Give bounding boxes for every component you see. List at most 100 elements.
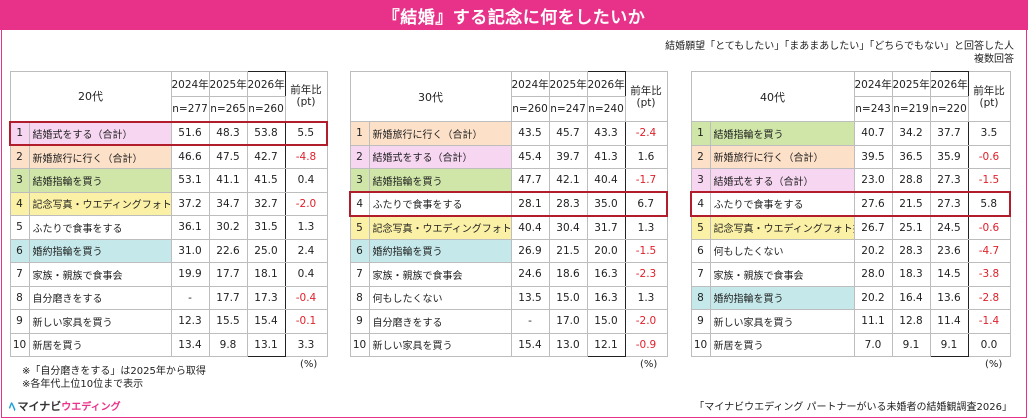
value-2026-cell: 13.1 <box>246 332 286 357</box>
item-cell: 婚約指輪を買う <box>709 285 855 310</box>
table-row: 8 何もしたくない 13.5 15.0 16.3 1.3 <box>349 285 668 310</box>
value-2026-cell: 13.6 <box>929 285 969 310</box>
value-2024-cell: 20.2 <box>853 238 893 263</box>
item-cell: 何もしたくない <box>368 285 512 310</box>
value-2024-cell: 23.0 <box>853 168 893 193</box>
value-2024-cell: 40.7 <box>853 121 893 146</box>
value-2024-cell: 53.1 <box>170 168 210 193</box>
rank-cell: 6 <box>690 238 711 263</box>
item-cell: 自分磨きをする <box>368 309 512 334</box>
table-row: 1 結婚式をする（合計） 51.6 48.3 53.8 5.5 <box>9 120 328 146</box>
value-2025-cell: 21.5 <box>891 191 931 217</box>
value-2025-cell: 34.2 <box>891 121 931 146</box>
rank-cell: 1 <box>9 120 30 146</box>
item-cell: 新婚旅行に行く（合計） <box>709 144 855 169</box>
age-group-header: 40代 <box>690 71 855 122</box>
rank-cell: 10 <box>690 332 711 357</box>
value-2026-cell: 35.9 <box>929 144 969 169</box>
sample-size-2024: n=277 <box>170 96 210 122</box>
sample-size-2025: n=219 <box>891 96 931 122</box>
rank-cell: 4 <box>349 191 370 217</box>
sample-size-2024: n=243 <box>853 96 893 122</box>
value-2026-cell: 53.8 <box>246 120 286 146</box>
value-2026-cell: 20.0 <box>586 238 626 263</box>
item-cell: 記念写真・ウエディングフォト撮影 <box>368 215 512 240</box>
rank-cell: 5 <box>690 215 711 240</box>
change-cell: -1.7 <box>624 168 668 193</box>
value-2025-cell: 15.5 <box>208 309 248 334</box>
value-2024-cell: 26.7 <box>853 215 893 240</box>
rank-cell: 3 <box>9 168 30 193</box>
value-2026-cell: 11.4 <box>929 309 969 334</box>
change-cell: 1.3 <box>624 285 668 310</box>
rank-cell: 9 <box>9 309 30 334</box>
rank-cell: 1 <box>690 121 711 146</box>
sample-size-2026: n=260 <box>246 96 286 122</box>
table-row: 6 婚約指輪を買う 31.0 22.6 25.0 2.4 <box>9 238 328 263</box>
rank-cell: 6 <box>349 238 370 263</box>
value-2024-cell: - <box>170 285 210 310</box>
change-cell: 1.3 <box>624 215 668 240</box>
table-row: 1 結婚指輪を買う 40.7 34.2 37.7 3.5 <box>690 121 1011 146</box>
change-cell: -2.8 <box>967 285 1011 310</box>
rank-cell: 10 <box>349 332 370 357</box>
change-cell: 2.4 <box>284 238 328 263</box>
unit-label-40s: (%) <box>985 359 1003 370</box>
value-2025-cell: 17.7 <box>208 285 248 310</box>
table-row: 10 新しい家具を買う 15.4 13.0 12.1 -0.9 <box>349 332 668 357</box>
ranking-table-40s: 40代 2024年 2025年 2026年 前年比 (pt) n=243 n=219 n=22… <box>690 71 1011 357</box>
item-cell: 新居を買う <box>709 332 855 357</box>
value-2024-cell: 51.6 <box>170 120 210 146</box>
change-cell: -0.6 <box>967 144 1011 169</box>
value-2025-cell: 18.6 <box>548 262 588 287</box>
sample-size-2026: n=220 <box>929 96 969 122</box>
table-row: 9 新しい家具を買う 12.3 15.5 15.4 -0.1 <box>9 309 328 334</box>
survey-note-line1: 結婚願望「とてもしたい」「まあまあしたい」「どちらでもない」と回答した人 <box>665 41 1014 52</box>
value-2025-cell: 34.7 <box>208 191 248 216</box>
value-2024-cell: 24.6 <box>510 262 550 287</box>
sample-size-2025: n=247 <box>548 96 588 122</box>
item-cell: 結婚式をする（合計） <box>28 120 172 146</box>
item-cell: 記念写真・ウエディングフォト撮影 <box>28 191 172 216</box>
logo-text-wedding: ウエディング <box>61 402 121 413</box>
item-cell: ふたりで食事をする <box>709 191 855 217</box>
table-row: 4 ふたりで食事をする 28.1 28.3 35.0 6.7 <box>349 191 668 217</box>
value-2025-cell: 28.8 <box>891 168 931 193</box>
value-2024-cell: 26.9 <box>510 238 550 263</box>
unit-label-30s: (%) <box>640 359 658 370</box>
change-cell: -0.1 <box>284 309 328 334</box>
value-2026-cell: 15.4 <box>246 309 286 334</box>
change-cell: 0.0 <box>967 332 1011 357</box>
rank-cell: 3 <box>349 168 370 193</box>
table-row: 3 結婚式をする（合計） 23.0 28.8 27.3 -1.5 <box>690 168 1011 193</box>
value-2024-cell: 31.0 <box>170 238 210 263</box>
value-2025-cell: 17.7 <box>208 262 248 287</box>
value-2026-cell: 31.5 <box>246 215 286 240</box>
value-2025-cell: 28.3 <box>548 191 588 217</box>
change-cell: 3.5 <box>967 121 1011 146</box>
value-2025-cell: 42.1 <box>548 168 588 193</box>
value-2024-cell: 20.2 <box>853 285 893 310</box>
value-2026-cell: 37.7 <box>929 121 969 146</box>
value-2024-cell: 36.1 <box>170 215 210 240</box>
item-cell: ふたりで食事をする <box>28 215 172 240</box>
table-row: 9 自分磨きをする -17.0 15.0 -2.0 <box>349 309 668 334</box>
survey-note: 結婚願望「とてもしたい」「まあまあしたい」「どちらでもない」と回答した人 複数回… <box>665 40 1014 66</box>
value-2026-cell: 42.7 <box>246 144 286 169</box>
value-2025-cell: 22.6 <box>208 238 248 263</box>
change-cell: 6.7 <box>624 191 668 217</box>
ranking-table-20s: 20代 2024年 2025年 2026年 前年比 (pt) n=277 n=265 n=26… <box>9 71 328 357</box>
table-row: 5 ふたりで食事をする 36.1 30.2 31.5 1.3 <box>9 215 328 240</box>
value-2025-cell: 18.3 <box>891 262 931 287</box>
year-2025-header: 2025年 <box>548 71 588 97</box>
change-header: 前年比 (pt) <box>624 71 668 122</box>
table-row: 7 家族・親族で食事会 24.6 18.6 16.3 -2.3 <box>349 262 668 287</box>
value-2026-cell: 12.1 <box>586 332 626 357</box>
table-row: 9 新しい家具を買う 11.1 12.8 11.4 -1.4 <box>690 309 1011 334</box>
value-2024-cell: 40.4 <box>510 215 550 240</box>
rank-cell: 9 <box>690 309 711 334</box>
change-cell: -0.9 <box>624 332 668 357</box>
rank-cell: 7 <box>349 262 370 287</box>
rank-cell: 5 <box>9 215 30 240</box>
table-row: 1 新婚旅行に行く（合計） 43.5 45.7 43.3 -2.4 <box>349 121 668 146</box>
